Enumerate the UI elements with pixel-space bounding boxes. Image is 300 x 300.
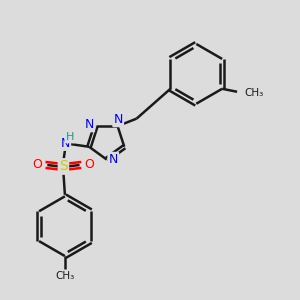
Text: O: O bbox=[32, 158, 42, 172]
Text: N: N bbox=[109, 153, 118, 166]
Text: N: N bbox=[61, 137, 70, 150]
Text: H: H bbox=[65, 132, 74, 142]
Text: N: N bbox=[85, 118, 94, 131]
Text: O: O bbox=[85, 158, 94, 172]
Text: N: N bbox=[113, 113, 123, 126]
Text: S: S bbox=[59, 160, 68, 173]
Text: CH₃: CH₃ bbox=[244, 88, 263, 98]
Text: CH₃: CH₃ bbox=[55, 272, 74, 281]
